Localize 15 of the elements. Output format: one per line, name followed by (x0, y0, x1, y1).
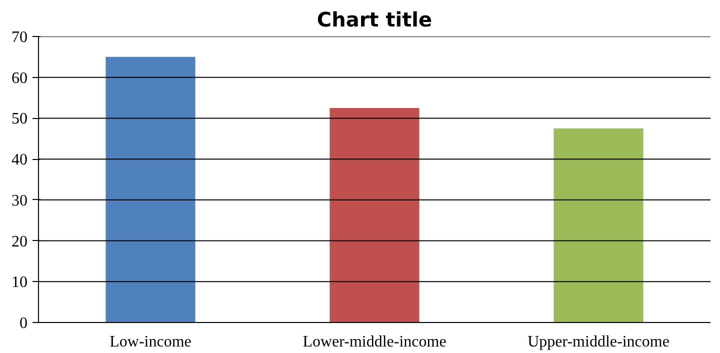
bar (554, 128, 644, 322)
y-tick-label: 50 (12, 110, 28, 128)
x-tick-label: Lower-middle-income (302, 334, 446, 350)
bar (330, 108, 420, 322)
x-tick-label: Low-income (110, 334, 192, 350)
y-tick-label: 30 (12, 192, 28, 210)
y-tick-label: 70 (12, 29, 28, 46)
y-tick-label: 40 (12, 152, 28, 169)
y-tick-label: 10 (12, 274, 28, 292)
chart-title: Chart title (316, 8, 432, 32)
y-tick-label: 20 (12, 233, 28, 250)
x-tick-label: Upper-middle-income (528, 334, 670, 350)
bar (106, 56, 196, 322)
y-tick-label: 60 (12, 70, 28, 87)
y-tick-label: 0 (20, 315, 28, 332)
